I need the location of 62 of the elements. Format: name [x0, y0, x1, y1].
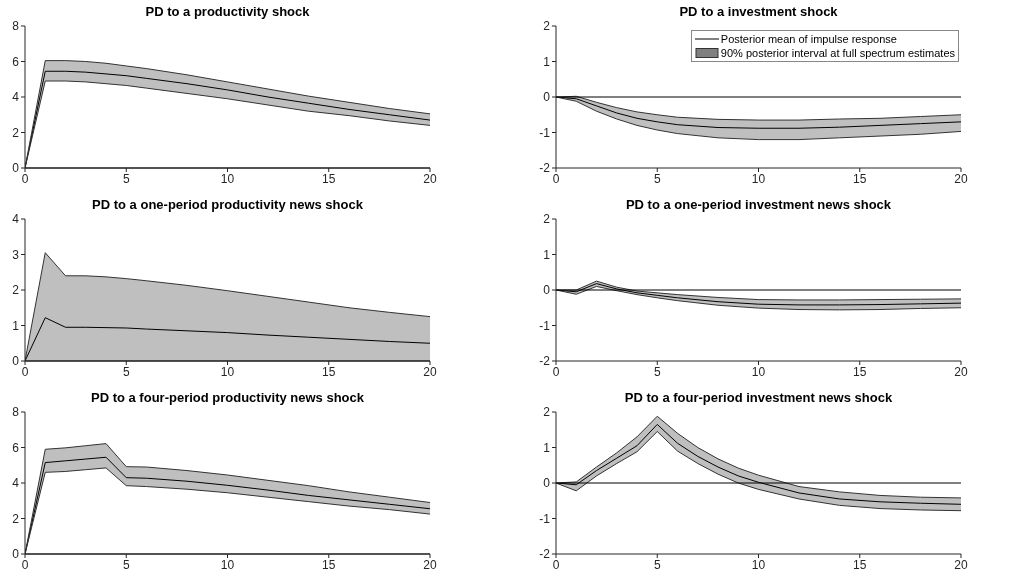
y-tick-label: 8 — [12, 405, 20, 420]
chart-title: PD to a productivity shock — [144, 4, 311, 19]
x-tick-label: 10 — [220, 171, 235, 186]
x-tick-label: 20 — [954, 364, 968, 379]
y-tick-label: 0 — [12, 161, 20, 176]
chart-title: PD to a one-period productivity news shock — [91, 197, 364, 212]
y-tick-label: 2 — [543, 19, 551, 34]
x-tick-label: 15 — [853, 364, 867, 379]
legend-label: Posterior mean of impulse response — [720, 32, 897, 46]
y-tick-label: -2 — [539, 547, 551, 562]
y-tick-label: 2 — [12, 125, 20, 140]
x-tick-label: 5 — [122, 557, 130, 572]
x-tick-label: 20 — [954, 557, 968, 572]
x-tick-label: 15 — [322, 171, 336, 186]
y-tick-label: 0 — [543, 476, 551, 491]
chart-title: PD to a four-period productivity news shock — [89, 390, 365, 405]
y-tick-label: -2 — [539, 161, 551, 176]
x-tick-label: 10 — [751, 364, 766, 379]
y-tick-label: 0 — [543, 90, 551, 105]
x-tick-label: 15 — [322, 557, 336, 572]
x-tick-label: 15 — [853, 557, 867, 572]
y-tick-label: 2 — [12, 283, 20, 298]
y-tick-label: 4 — [12, 212, 20, 227]
y-tick-label: 0 — [12, 354, 20, 369]
x-tick-label: 20 — [423, 364, 437, 379]
x-tick-label: 20 — [954, 171, 968, 186]
y-tick-label: 1 — [12, 318, 20, 333]
y-tick-label: 2 — [12, 511, 20, 526]
x-tick-label: 20 — [423, 557, 437, 572]
y-tick-label: 0 — [12, 547, 20, 562]
y-tick-label: 3 — [12, 247, 20, 262]
y-tick-label: -2 — [539, 354, 551, 369]
y-tick-label: 1 — [543, 440, 551, 455]
x-tick-label: 10 — [220, 364, 235, 379]
chart-title: PD to a investment shock — [678, 4, 839, 19]
x-tick-label: 5 — [653, 171, 661, 186]
y-tick-label: 2 — [543, 212, 551, 227]
x-tick-label: 5 — [122, 364, 130, 379]
y-tick-label: 6 — [12, 54, 20, 69]
y-tick-label: 4 — [12, 476, 20, 491]
chart-title: PD to a four-period investment news shock — [623, 390, 894, 405]
y-tick-label: 1 — [543, 54, 551, 69]
x-tick-label: 10 — [751, 557, 766, 572]
y-tick-label: -1 — [539, 511, 551, 526]
y-tick-label: 8 — [12, 19, 20, 34]
y-tick-label: 4 — [12, 90, 20, 105]
x-tick-label: 10 — [220, 557, 235, 572]
x-tick-label: 10 — [751, 171, 766, 186]
chart-title: PD to a one-period investment news shock — [624, 197, 893, 212]
y-tick-label: 6 — [12, 440, 20, 455]
annotation: 90% posterior interval at full spectrum estimates — [720, 46, 955, 60]
x-tick-label: 15 — [322, 364, 336, 379]
y-tick-label: 2 — [543, 405, 551, 420]
x-tick-label: 5 — [653, 364, 661, 379]
x-tick-label: 5 — [653, 557, 661, 572]
y-tick-label: 1 — [543, 247, 551, 262]
y-tick-label: -1 — [539, 125, 551, 140]
x-tick-label: 5 — [122, 171, 130, 186]
y-tick-label: 0 — [543, 283, 551, 298]
x-tick-label: 20 — [423, 171, 437, 186]
x-tick-label: 15 — [853, 171, 867, 186]
y-tick-label: -1 — [539, 318, 551, 333]
